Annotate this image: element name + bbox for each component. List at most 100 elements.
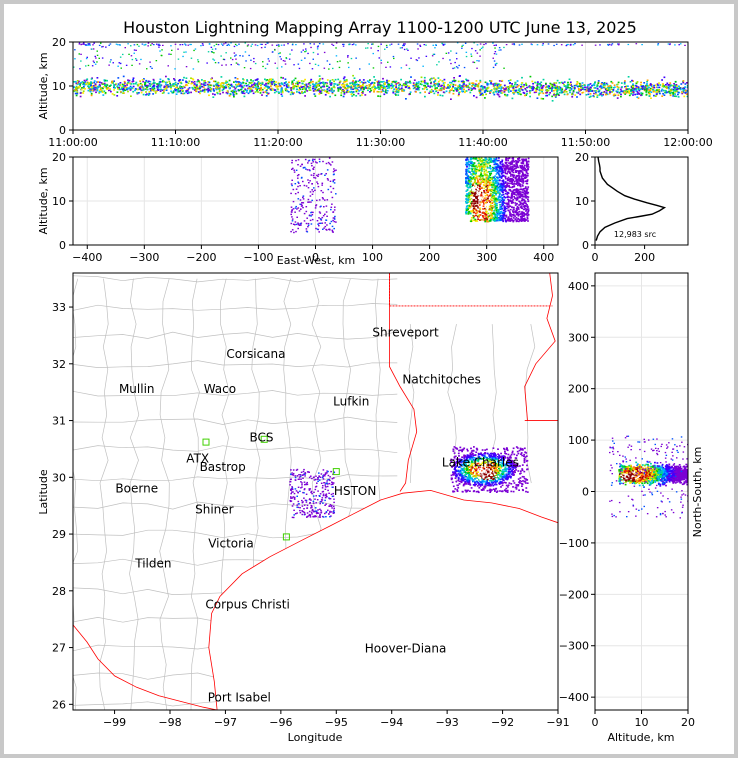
source-point: [483, 210, 486, 212]
source-point: [677, 88, 680, 90]
source-point: [138, 63, 141, 65]
source-point: [149, 85, 152, 88]
source-point: [499, 85, 502, 87]
source-point: [492, 83, 495, 85]
source-point: [475, 205, 477, 207]
source-point: [482, 159, 485, 161]
source-point: [235, 58, 237, 60]
source-point: [89, 88, 91, 90]
source-point: [470, 53, 472, 55]
source-point: [502, 193, 505, 196]
source-point: [415, 59, 418, 61]
source-point: [492, 66, 495, 69]
source-point: [257, 91, 259, 93]
source-point: [473, 42, 475, 44]
source-point: [234, 88, 237, 90]
source-point: [309, 84, 312, 87]
source-point: [303, 88, 306, 90]
source-point: [499, 208, 501, 210]
source-point: [499, 199, 501, 201]
source-point: [469, 205, 472, 208]
source-point: [203, 91, 206, 93]
source-point: [186, 92, 189, 95]
source-point: [527, 200, 530, 203]
source-point: [152, 93, 154, 95]
source-point: [468, 183, 471, 185]
source-point: [435, 89, 438, 92]
source-point: [589, 88, 592, 91]
source-point: [605, 92, 608, 94]
source-point: [286, 86, 289, 89]
source-point: [481, 168, 484, 171]
source-point: [531, 89, 534, 91]
source-point: [130, 95, 132, 97]
source-point: [361, 86, 364, 89]
source-point: [479, 185, 481, 188]
source-point: [178, 79, 181, 81]
source-point: [197, 91, 200, 93]
source-point: [499, 167, 501, 169]
source-point: [493, 93, 496, 96]
source-point: [331, 88, 333, 90]
source-point: [344, 80, 347, 83]
source-point: [526, 172, 529, 175]
source-point: [208, 81, 211, 84]
source-point: [492, 212, 495, 215]
source-point: [471, 174, 474, 176]
source-point: [313, 43, 315, 45]
source-point: [600, 85, 602, 87]
source-point: [505, 44, 508, 46]
source-point: [495, 200, 498, 202]
source-point: [96, 54, 99, 56]
source-point: [501, 79, 504, 82]
source-point: [465, 179, 467, 181]
source-point: [516, 91, 519, 94]
source-point: [468, 176, 470, 178]
source-point: [297, 63, 300, 65]
source-point: [489, 205, 492, 208]
source-point: [545, 82, 547, 85]
source-point: [474, 200, 476, 203]
source-point: [663, 76, 666, 79]
source-point: [464, 42, 467, 44]
source-point: [254, 91, 257, 93]
source-point: [88, 86, 90, 89]
source-point: [246, 45, 249, 47]
source-point: [435, 82, 437, 85]
source-point: [380, 43, 382, 45]
source-point: [185, 84, 187, 87]
source-point: [517, 192, 519, 195]
source-point: [232, 93, 235, 95]
source-point: [117, 88, 119, 90]
source-point: [479, 49, 481, 51]
source-point: [443, 88, 445, 90]
source-point: [277, 82, 280, 85]
source-point: [494, 179, 496, 181]
source-point: [518, 195, 521, 198]
source-point: [484, 174, 487, 177]
source-point: [525, 192, 527, 195]
source-point: [483, 196, 486, 198]
source-point: [489, 174, 492, 176]
source-point: [512, 85, 515, 88]
source-point: [377, 80, 380, 83]
source-point: [264, 85, 267, 88]
source-point: [291, 80, 294, 83]
source-point: [472, 208, 475, 211]
source-point: [286, 90, 289, 92]
source-point: [134, 82, 137, 85]
source-point: [525, 160, 528, 162]
source-point: [138, 88, 140, 91]
source-point: [466, 169, 469, 172]
source-point: [254, 44, 257, 46]
source-point: [425, 55, 428, 57]
source-point: [475, 188, 477, 190]
source-point: [165, 84, 168, 86]
source-point: [307, 85, 310, 88]
source-point: [521, 165, 524, 167]
source-point: [312, 80, 314, 83]
source-point: [253, 82, 256, 84]
source-point: [496, 212, 499, 214]
source-point: [475, 187, 478, 189]
source-point: [512, 193, 515, 195]
